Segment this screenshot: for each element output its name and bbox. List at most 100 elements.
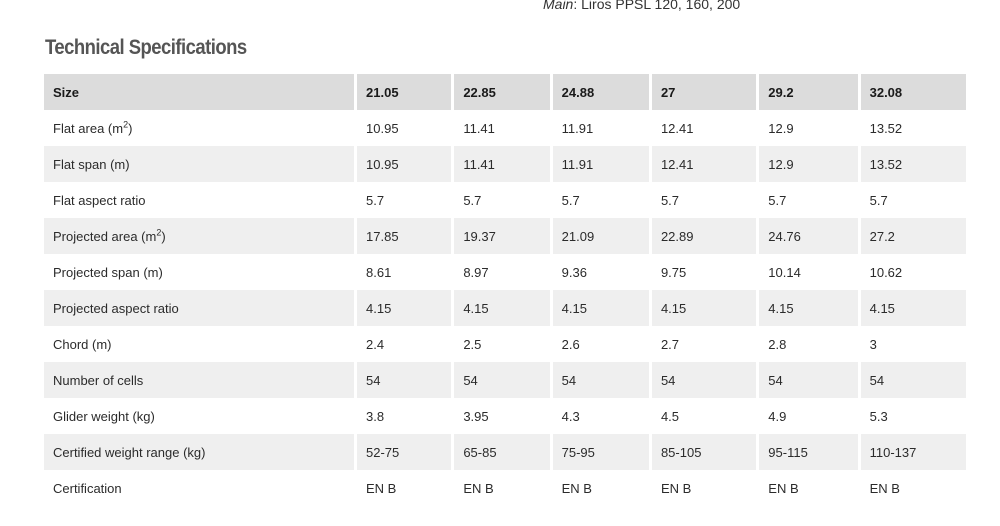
- row-label-text: Certification: [53, 480, 122, 496]
- table-cell: 19.37: [454, 218, 550, 254]
- header-cell: 24.88: [552, 74, 649, 110]
- table-cell: EN B: [357, 470, 452, 506]
- row-label-superscript: 2: [123, 119, 129, 130]
- row-label: Flat aspect ratio: [44, 182, 355, 218]
- table-cell: 4.9: [759, 398, 858, 434]
- header-cell: 32.08: [860, 74, 966, 110]
- table-row: Chord (m) 2.4 2.5 2.6 2.7 2.8 3: [44, 326, 966, 362]
- row-label: Glider weight (kg): [44, 398, 355, 434]
- table-cell: 2.8: [759, 326, 858, 362]
- table-cell: 52-75: [357, 434, 452, 470]
- table-row: Certification EN B EN B EN B EN B EN B EN B: [44, 470, 966, 506]
- table-cell: 11.41: [454, 146, 550, 182]
- row-label-text: Projected span (m): [53, 264, 163, 280]
- table-header-row: Size 21.05 22.85 24.88 27 29.2 32.08: [44, 74, 966, 110]
- row-label-end: ): [161, 228, 166, 244]
- table-cell: 54: [454, 362, 550, 398]
- table-cell: 2.7: [651, 326, 757, 362]
- table-cell: 9.75: [651, 254, 757, 290]
- table-row: Projected area (m2) 17.85 19.37 21.09 22.89 2…: [44, 218, 966, 254]
- row-label-superscript: 2: [156, 227, 162, 238]
- table-row: Projected aspect ratio 4.15 4.15 4.15 4.15 4.…: [44, 290, 966, 326]
- table-cell: 65-85: [454, 434, 550, 470]
- table-cell: EN B: [860, 470, 966, 506]
- table-cell: 3.95: [454, 398, 550, 434]
- row-label: Certified weight range (kg): [44, 434, 355, 470]
- table-row: Projected span (m) 8.61 8.97 9.36 9.75 10.14 1…: [44, 254, 966, 290]
- materials-line: Main: Liros PPSL 120, 160, 200: [543, 0, 740, 13]
- table-cell: 5.7: [759, 182, 858, 218]
- table-cell: 10.95: [357, 146, 452, 182]
- table-cell: 12.9: [759, 110, 858, 146]
- table-cell: 11.41: [454, 110, 550, 146]
- table-row: Number of cells 54 54 54 54 54 54: [44, 362, 966, 398]
- table-row: Certified weight range (kg) 52-75 65-85 75-…: [44, 434, 966, 470]
- table-cell: 54: [552, 362, 649, 398]
- table-cell: EN B: [651, 470, 757, 506]
- row-label: Projected area (m2): [44, 218, 355, 254]
- table-row: Flat span (m) 10.95 11.41 11.91 12.41 12.9 13.…: [44, 146, 966, 182]
- table-cell: 11.91: [552, 146, 649, 182]
- row-label-text: Glider weight (kg): [53, 408, 155, 424]
- table-cell: 8.61: [357, 254, 452, 290]
- table-cell: 10.95: [357, 110, 452, 146]
- table-row: Glider weight (kg) 3.8 3.95 4.3 4.5 4.9 5.3: [44, 398, 966, 434]
- header-cell: 21.05: [357, 74, 452, 110]
- row-label: Certification: [44, 470, 355, 506]
- table-cell: 12.9: [759, 146, 858, 182]
- table-cell: 4.15: [651, 290, 757, 326]
- table-cell: 12.41: [651, 110, 757, 146]
- row-label-text: Certified weight range (kg): [53, 444, 206, 460]
- table-row: Flat area (m2) 10.95 11.41 11.91 12.41 12.9 13…: [44, 110, 966, 146]
- row-label: Projected aspect ratio: [44, 290, 355, 326]
- table-cell: 2.5: [454, 326, 550, 362]
- row-label: Chord (m): [44, 326, 355, 362]
- table-cell: 54: [759, 362, 858, 398]
- row-label: Number of cells: [44, 362, 355, 398]
- table-cell: 11.91: [552, 110, 649, 146]
- specs-table-head: Size 21.05 22.85 24.88 27 29.2 32.08: [44, 74, 966, 110]
- table-cell: 5.7: [860, 182, 966, 218]
- table-cell: 4.15: [552, 290, 649, 326]
- table-cell: 8.97: [454, 254, 550, 290]
- row-label-text: Chord (m): [53, 336, 112, 352]
- table-cell: EN B: [759, 470, 858, 506]
- specs-table-body: Flat area (m2) 10.95 11.41 11.91 12.41 12.9 13…: [44, 110, 966, 506]
- table-cell: 5.7: [651, 182, 757, 218]
- table-cell: 4.15: [454, 290, 550, 326]
- header-cell: 29.2: [759, 74, 858, 110]
- table-cell: 13.52: [860, 110, 966, 146]
- table-cell: 75-95: [552, 434, 649, 470]
- row-label-text: Projected area (m: [53, 228, 157, 244]
- table-cell: 2.6: [552, 326, 649, 362]
- materials-line-label: Main: [543, 0, 574, 12]
- row-label-text: Projected aspect ratio: [53, 300, 179, 316]
- table-cell: 4.3: [552, 398, 649, 434]
- table-cell: 22.89: [651, 218, 757, 254]
- table-cell: 12.41: [651, 146, 757, 182]
- table-cell: 3.8: [357, 398, 452, 434]
- table-cell: 27.2: [860, 218, 966, 254]
- row-label-text: Flat area (m: [53, 120, 124, 136]
- row-label-text: Flat aspect ratio: [53, 192, 146, 208]
- table-cell: 110-137: [860, 434, 966, 470]
- table-cell: 17.85: [357, 218, 452, 254]
- table-cell: 54: [651, 362, 757, 398]
- table-cell: 5.3: [860, 398, 966, 434]
- row-label: Flat span (m): [44, 146, 355, 182]
- table-cell: 54: [860, 362, 966, 398]
- table-cell: 54: [357, 362, 452, 398]
- specs-table: Size 21.05 22.85 24.88 27 29.2 32.08 Fla…: [41, 74, 969, 506]
- row-label-text: Flat span (m): [53, 156, 130, 172]
- table-cell: 4.5: [651, 398, 757, 434]
- header-cell: 27: [651, 74, 757, 110]
- table-cell: EN B: [552, 470, 649, 506]
- table-row: Flat aspect ratio 5.7 5.7 5.7 5.7 5.7 5.7: [44, 182, 966, 218]
- table-cell: EN B: [454, 470, 550, 506]
- table-cell: 2.4: [357, 326, 452, 362]
- header-cell: 22.85: [454, 74, 550, 110]
- header-cell-size: Size: [44, 74, 355, 110]
- table-cell: 21.09: [552, 218, 649, 254]
- table-cell: 5.7: [357, 182, 452, 218]
- table-cell: 5.7: [552, 182, 649, 218]
